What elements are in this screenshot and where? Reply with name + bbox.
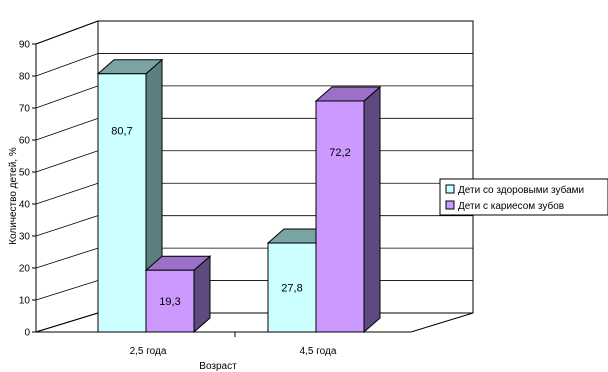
data-label: 19,3 [159, 296, 180, 308]
y-tick-label: 70 [19, 104, 31, 115]
y-tick-label: 30 [19, 232, 31, 243]
legend: Дети со здоровыми зубами Дети с кариесом… [439, 178, 608, 216]
y-tick-label: 60 [19, 136, 31, 147]
x-axis-title: Возраст [199, 361, 237, 372]
legend-box [439, 178, 608, 216]
bar-side [363, 85, 381, 334]
y-tick-label: 20 [19, 264, 31, 275]
gridline-side [35, 150, 99, 173]
y-tick-label: 80 [19, 72, 31, 83]
y-tick-label: 0 [24, 328, 30, 339]
bars [96, 58, 382, 334]
y-axis: 0 10 20 30 40 50 60 70 80 90 [19, 40, 37, 339]
data-label: 72,2 [329, 147, 350, 159]
legend-label-healthy: Дети со здоровыми зубами [458, 184, 584, 196]
bar [267, 242, 317, 333]
y-axis-title: Количество детей, % [8, 147, 19, 245]
data-labels: 80,7 19,3 27,8 72,2 [111, 126, 350, 309]
legend-swatch-caries [445, 200, 455, 210]
x-axis: 2,5 года 4,5 года [36, 331, 411, 357]
bar [145, 269, 195, 333]
gridline-side [35, 182, 99, 205]
legend-label-caries: Дети с кариесом зубов [458, 200, 564, 212]
x-tick-label: 2,5 года [130, 346, 167, 357]
gridline-side [35, 280, 99, 301]
x-tick-label: 4,5 года [300, 346, 337, 357]
y-tick-label: 40 [19, 200, 31, 211]
gridline-side [35, 85, 99, 109]
y-tick-label: 50 [19, 168, 31, 179]
y-tick-label: 90 [19, 40, 31, 51]
side-wall [35, 20, 99, 333]
gridline-side [35, 215, 99, 237]
bar [315, 100, 365, 333]
gridline-side [35, 53, 99, 77]
data-label: 80,7 [111, 126, 132, 138]
y-tick-label: 10 [19, 296, 31, 307]
data-label: 27,8 [281, 283, 302, 295]
gridline-side [35, 312, 99, 333]
gridline-side [35, 20, 99, 45]
gridline-side [35, 247, 99, 269]
gridline-side [35, 117, 99, 141]
bar [97, 73, 147, 333]
legend-swatch-healthy [445, 184, 455, 194]
